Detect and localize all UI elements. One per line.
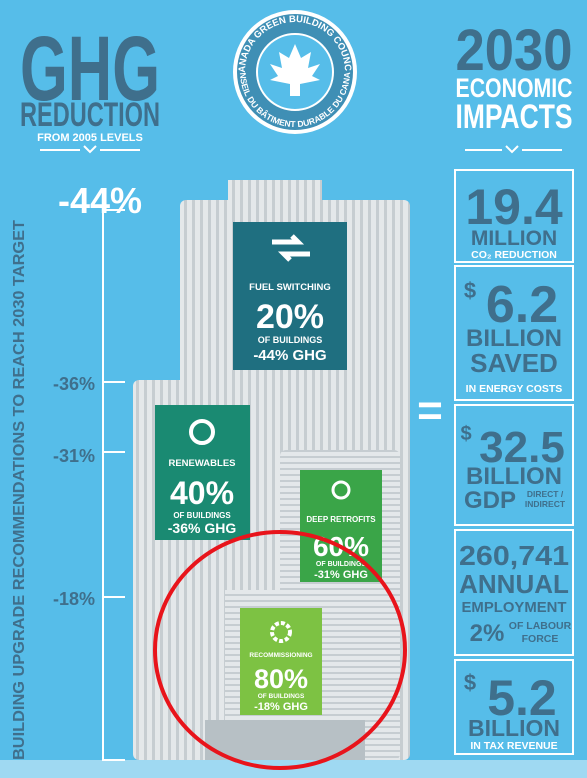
axis-label: -36% [53, 374, 95, 394]
panel-unit: OF BUILDINGS [316, 561, 366, 568]
panel-name: RECOMMISSIONING [249, 652, 312, 659]
share: 2% [470, 620, 505, 647]
ghg-note: FROM 2005 LEVELS [37, 132, 143, 144]
panel-share: 40% [170, 475, 234, 511]
note: FORCE [522, 633, 559, 645]
note: IN ENERGY COSTS [466, 383, 563, 395]
axis-label: -44% [58, 180, 142, 221]
currency: $ [464, 278, 476, 303]
scale: BILLION [468, 715, 560, 741]
note: DIRECT / [527, 489, 564, 499]
scale: BILLION [466, 463, 562, 490]
scale: ANNUAL [459, 569, 569, 599]
currency: $ [460, 423, 471, 445]
panel-ghg: -36% GHG [168, 520, 237, 536]
note: INDIRECT [525, 499, 566, 509]
panel: FUEL SWITCHING 20% OF BUILDINGS -44% GHG [233, 222, 347, 370]
page: {"header": { "left": {"title": "GHG", "s… [0, 0, 587, 778]
axis-title: BUILDING UPGRADE RECOMMENDATIONS TO REAC… [11, 220, 28, 760]
label: EMPLOYMENT [462, 599, 567, 616]
infographic: GHG REDUCTION FROM 2005 LEVELS CANADA GR… [0, 0, 587, 778]
panel-ghg: -44% GHG [253, 347, 326, 364]
panel-unit: OF BUILDINGS [258, 693, 305, 700]
equals: = [417, 386, 443, 435]
panel-name: RENEWABLES [168, 458, 235, 469]
panel-unit: OF BUILDINGS [258, 335, 323, 345]
panel-ghg: -18% GHG [254, 701, 308, 713]
panel: RECOMMISSIONING 80% OF BUILDINGS -18% GH… [240, 608, 322, 715]
note: IN TAX REVENUE [470, 740, 557, 752]
note: OF LABOUR [509, 620, 572, 632]
scale: MILLION [471, 227, 557, 250]
note: CO₂ REDUCTION [471, 249, 557, 261]
panel-share: 80% [254, 664, 308, 694]
panel: RENEWABLES 40% OF BUILDINGS -36% GHG [155, 405, 250, 540]
amount: 260,741 [459, 540, 569, 571]
currency: $ [464, 670, 476, 695]
label: SAVED [470, 348, 558, 378]
panel-share: 20% [256, 298, 324, 336]
panel-ghg: -31% GHG [314, 569, 368, 581]
building-top [228, 180, 322, 202]
impacts-note: IMPACTS [456, 98, 573, 136]
axis-label: -18% [53, 589, 95, 609]
impact-box: 19.4 MILLION CO₂ REDUCTION [455, 170, 573, 262]
axis-label: -31% [53, 446, 95, 466]
panel-name: FUEL SWITCHING [249, 282, 331, 293]
panel-unit: OF BUILDINGS [173, 511, 231, 520]
ghg-subtitle: REDUCTION [20, 96, 160, 134]
panel-name: DEEP RETROFITS [306, 515, 376, 524]
label: GDP [464, 487, 516, 514]
